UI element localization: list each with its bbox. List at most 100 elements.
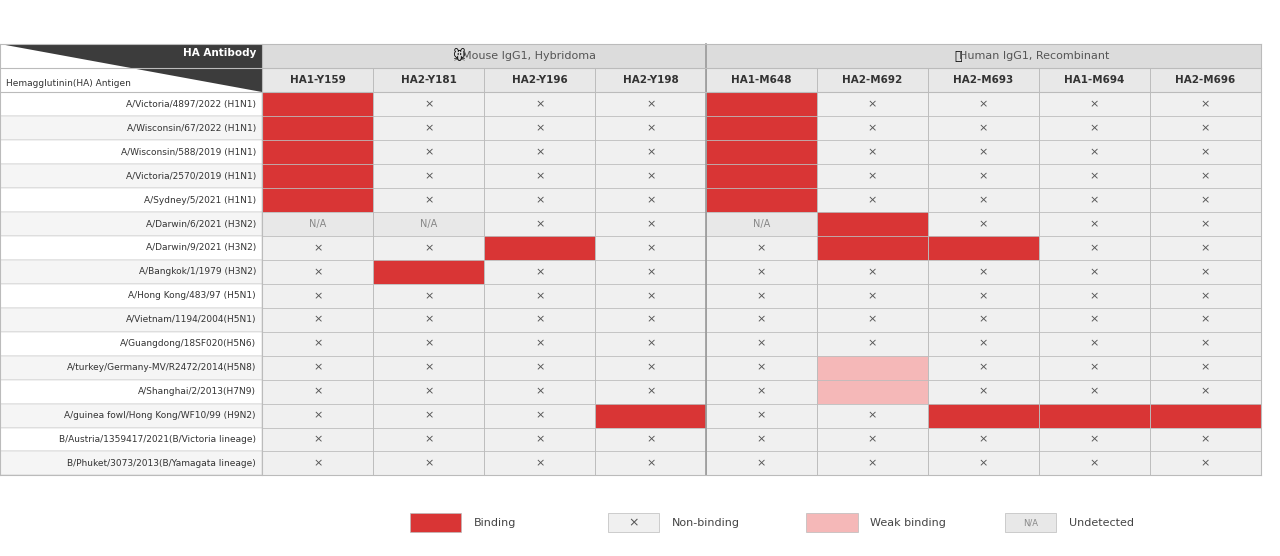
FancyBboxPatch shape [595, 308, 707, 332]
FancyBboxPatch shape [262, 116, 374, 140]
FancyBboxPatch shape [1149, 212, 1261, 236]
Text: ×: × [1201, 219, 1210, 229]
FancyBboxPatch shape [1039, 260, 1149, 284]
FancyBboxPatch shape [817, 332, 928, 356]
Text: ×: × [314, 434, 323, 444]
Text: ×: × [535, 267, 544, 277]
Text: HA2-Y196: HA2-Y196 [512, 76, 567, 86]
FancyBboxPatch shape [374, 356, 484, 380]
Text: HA2-Y198: HA2-Y198 [623, 76, 678, 86]
Text: A/Vietnam/1194/2004(H5N1): A/Vietnam/1194/2004(H5N1) [125, 315, 256, 324]
Text: ×: × [424, 410, 434, 420]
FancyBboxPatch shape [817, 451, 928, 475]
FancyBboxPatch shape [817, 188, 928, 212]
FancyBboxPatch shape [0, 404, 262, 428]
FancyBboxPatch shape [817, 116, 928, 140]
Text: ×: × [1089, 458, 1100, 468]
Text: ×: × [979, 386, 988, 396]
Text: ×: × [868, 195, 877, 205]
FancyBboxPatch shape [262, 404, 374, 428]
Text: ×: × [756, 339, 767, 349]
FancyBboxPatch shape [817, 92, 928, 116]
FancyBboxPatch shape [928, 308, 1039, 332]
FancyBboxPatch shape [1039, 404, 1149, 428]
Polygon shape [0, 44, 262, 92]
Text: ×: × [1201, 267, 1210, 277]
Text: ×: × [424, 339, 434, 349]
FancyBboxPatch shape [928, 140, 1039, 164]
Text: ×: × [1089, 339, 1100, 349]
FancyBboxPatch shape [1149, 116, 1261, 140]
Text: ×: × [535, 434, 544, 444]
Text: ×: × [646, 267, 655, 277]
Text: ×: × [1201, 147, 1210, 157]
Text: ×: × [868, 339, 877, 349]
Text: ×: × [868, 434, 877, 444]
FancyBboxPatch shape [1149, 428, 1261, 451]
FancyBboxPatch shape [484, 188, 595, 212]
FancyBboxPatch shape [262, 380, 374, 404]
Text: ×: × [424, 123, 434, 133]
Text: ×: × [756, 243, 767, 253]
FancyBboxPatch shape [928, 236, 1039, 260]
FancyBboxPatch shape [262, 284, 374, 308]
FancyBboxPatch shape [1149, 260, 1261, 284]
Text: ×: × [979, 291, 988, 301]
Text: A/Sydney/5/2021 (H1N1): A/Sydney/5/2021 (H1N1) [143, 196, 256, 205]
FancyBboxPatch shape [0, 284, 262, 308]
Text: ×: × [979, 339, 988, 349]
FancyBboxPatch shape [707, 332, 817, 356]
FancyBboxPatch shape [1149, 380, 1261, 404]
FancyBboxPatch shape [928, 212, 1039, 236]
FancyBboxPatch shape [707, 188, 817, 212]
Text: ×: × [646, 243, 655, 253]
Text: ×: × [1089, 386, 1100, 396]
FancyBboxPatch shape [1149, 404, 1261, 428]
Text: ×: × [1201, 363, 1210, 373]
Text: ×: × [1089, 363, 1100, 373]
Text: ×: × [1201, 458, 1210, 468]
Text: ×: × [1201, 123, 1210, 133]
FancyBboxPatch shape [1149, 236, 1261, 260]
Text: HA2-M696: HA2-M696 [1175, 76, 1235, 86]
Text: ×: × [1089, 434, 1100, 444]
FancyBboxPatch shape [262, 308, 374, 332]
FancyBboxPatch shape [928, 92, 1039, 116]
FancyBboxPatch shape [0, 116, 262, 140]
Text: ×: × [868, 147, 877, 157]
Text: N/A: N/A [310, 219, 326, 229]
FancyBboxPatch shape [374, 140, 484, 164]
Text: A/turkey/Germany-MV/R2472/2014(H5N8): A/turkey/Germany-MV/R2472/2014(H5N8) [67, 363, 256, 372]
FancyBboxPatch shape [484, 212, 595, 236]
FancyBboxPatch shape [707, 260, 817, 284]
FancyBboxPatch shape [374, 404, 484, 428]
Text: ×: × [314, 386, 323, 396]
Text: ×: × [646, 171, 655, 181]
Text: A/Victoria/4897/2022 (H1N1): A/Victoria/4897/2022 (H1N1) [125, 100, 256, 109]
Text: ×: × [1089, 100, 1100, 110]
FancyBboxPatch shape [484, 332, 595, 356]
FancyBboxPatch shape [484, 308, 595, 332]
Text: ×: × [868, 410, 877, 420]
Text: ×: × [1089, 291, 1100, 301]
Text: A/Guangdong/18SF020(H5N6): A/Guangdong/18SF020(H5N6) [120, 339, 256, 348]
Text: B/Phuket/3073/2013(B/Yamagata lineage): B/Phuket/3073/2013(B/Yamagata lineage) [68, 459, 256, 468]
FancyBboxPatch shape [595, 428, 707, 451]
Text: HA2-Y181: HA2-Y181 [401, 76, 457, 86]
FancyBboxPatch shape [817, 236, 928, 260]
Text: ×: × [314, 291, 323, 301]
FancyBboxPatch shape [374, 380, 484, 404]
FancyBboxPatch shape [262, 356, 374, 380]
Text: A/Shanghai/2/2013(H7N9): A/Shanghai/2/2013(H7N9) [138, 387, 256, 396]
Text: ×: × [424, 386, 434, 396]
FancyBboxPatch shape [484, 68, 595, 92]
Text: ×: × [868, 267, 877, 277]
FancyBboxPatch shape [374, 236, 484, 260]
Text: ×: × [756, 458, 767, 468]
FancyBboxPatch shape [806, 513, 858, 533]
FancyBboxPatch shape [595, 332, 707, 356]
Text: HA1-M694: HA1-M694 [1064, 76, 1125, 86]
Text: ×: × [979, 100, 988, 110]
FancyBboxPatch shape [707, 404, 817, 428]
Text: ×: × [628, 516, 639, 529]
